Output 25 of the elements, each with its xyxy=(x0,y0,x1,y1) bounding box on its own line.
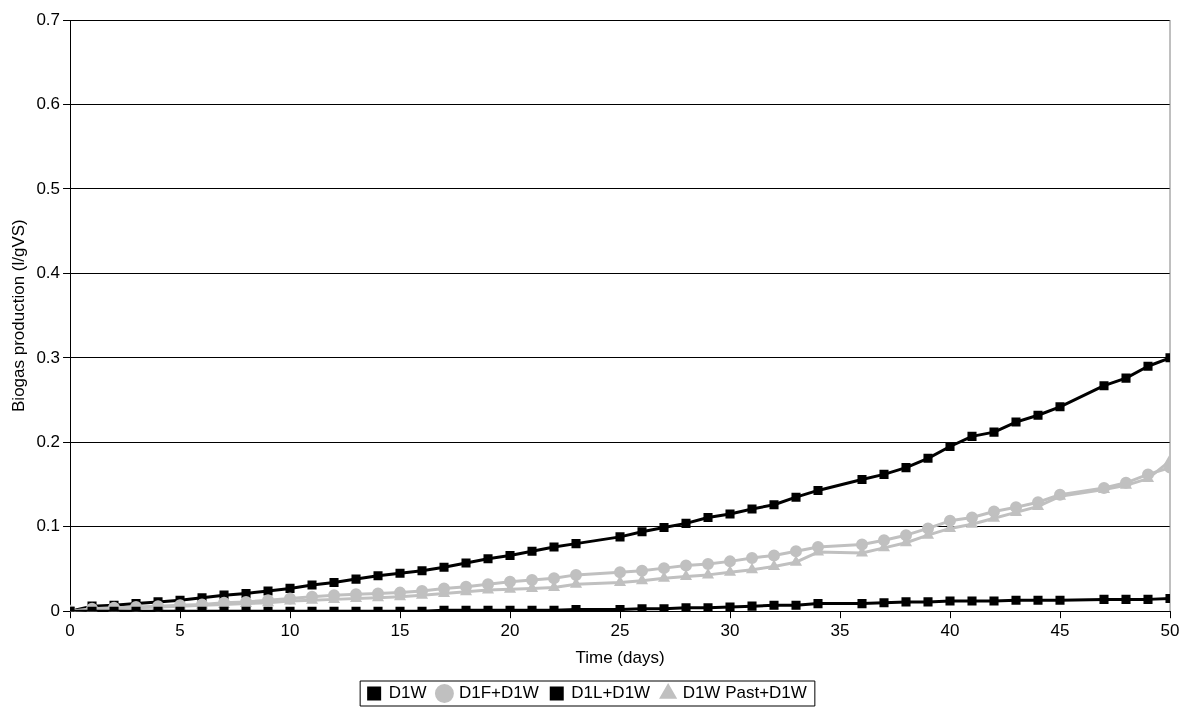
y-tick-label: 0 xyxy=(50,600,61,620)
legend-label: D1W Past+D1W xyxy=(682,683,807,703)
x-tick-label: 30 xyxy=(720,621,740,641)
x-tick-label: 25 xyxy=(610,621,630,641)
y-tick-label: 0.4 xyxy=(36,263,61,283)
y-tick-label: 0.7 xyxy=(36,9,61,29)
x-tick-label: 0 xyxy=(65,621,75,641)
y-tick-label: 0.6 xyxy=(36,94,61,114)
x-tick-label: 40 xyxy=(940,621,960,641)
x-tick-label: 5 xyxy=(175,621,185,641)
legend-label: D1L+D1W xyxy=(571,683,651,703)
y-tick-label: 0.5 xyxy=(36,178,61,198)
x-tick-label: 15 xyxy=(390,621,410,641)
y-tick-label: 0.2 xyxy=(36,431,61,451)
x-tick-label: 10 xyxy=(280,621,300,641)
legend-label: D1W xyxy=(388,683,427,703)
x-tick-label: 35 xyxy=(830,621,850,641)
x-tick-label: 45 xyxy=(1050,621,1070,641)
y-tick-label: 0.1 xyxy=(36,516,61,536)
y-tick-label: 0.3 xyxy=(36,347,61,367)
x-tick-label: 20 xyxy=(500,621,520,641)
x-tick-label: 50 xyxy=(1160,621,1180,641)
y-axis-title: Biogas production (l/gVS) xyxy=(8,219,28,412)
x-axis-title: Time (days) xyxy=(575,648,665,668)
legend-label: D1F+D1W xyxy=(458,683,539,703)
